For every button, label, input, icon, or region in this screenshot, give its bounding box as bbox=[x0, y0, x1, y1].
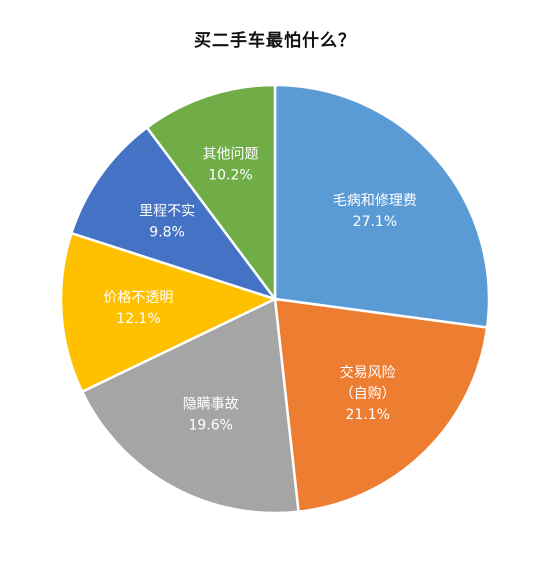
slice-label: 其他问题 bbox=[203, 147, 259, 163]
slice-value-label: 9.8% bbox=[149, 224, 185, 240]
pie-labels: 毛病和修理费 27.1% 交易风险 （自购） 21.1% 隐瞒事故 19.6% 价格不透明 12… bbox=[103, 147, 417, 434]
pie-slice bbox=[80, 297, 300, 515]
pie-slice bbox=[59, 231, 279, 394]
slice-label: 交易风险 bbox=[340, 364, 396, 381]
slice-value-label: 27.1% bbox=[353, 214, 397, 230]
slice-label: 里程不实 bbox=[139, 203, 195, 219]
slice-label: 价格不透明 bbox=[103, 290, 173, 306]
pie-slice bbox=[69, 125, 279, 302]
pie-slices bbox=[59, 83, 491, 515]
slice-label: 隐瞒事故 bbox=[183, 397, 239, 413]
slice-sublabel: （自购） bbox=[340, 386, 396, 402]
chart-title: 买二手车最怕什么？ bbox=[194, 31, 356, 51]
pie-slice bbox=[145, 83, 277, 303]
slice-value-label: 10.2% bbox=[208, 168, 252, 184]
slice-value-label: 12.1% bbox=[116, 311, 160, 327]
pie-slice bbox=[273, 83, 491, 329]
slice-value-label: 19.6% bbox=[188, 418, 232, 434]
pie-slice bbox=[273, 297, 489, 514]
slice-label: 毛病和修理费 bbox=[333, 193, 417, 209]
slice-value-label: 21.1% bbox=[345, 407, 389, 423]
